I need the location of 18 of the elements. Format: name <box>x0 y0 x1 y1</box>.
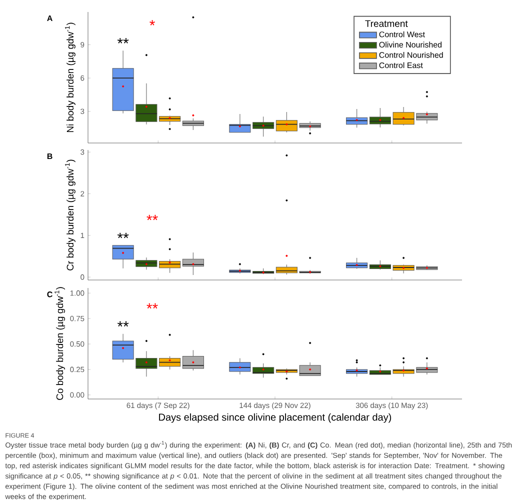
legend-label: Control East <box>379 62 423 68</box>
legend-label: Control West <box>379 31 425 38</box>
chart-title: C <box>47 292 52 298</box>
legend-label: Olivine Nourished <box>379 42 442 48</box>
annotation: ** <box>117 232 129 238</box>
annotation: ** <box>146 214 158 220</box>
y-axis-title: Cr body burden (µg gdw$^{-1}$) <box>65 160 76 270</box>
chart-title: A <box>47 16 52 22</box>
y-axis-title: Co body burden (µg gdw$^{-1}$) <box>54 287 66 400</box>
annotation: ** <box>117 321 129 327</box>
annotation: ** <box>117 38 129 44</box>
chart-title: B <box>47 154 52 160</box>
x-axis-title: Days elapsed since olivine placement (calendar day) <box>159 413 392 423</box>
annotation: * <box>150 20 155 26</box>
legend-label: Control Nourished <box>379 52 443 58</box>
legend-title: Treatment <box>365 20 408 27</box>
y-axis-title: Ni body burden (µg gdw$^{-1}$) <box>65 22 76 132</box>
annotation: ** <box>146 303 158 309</box>
